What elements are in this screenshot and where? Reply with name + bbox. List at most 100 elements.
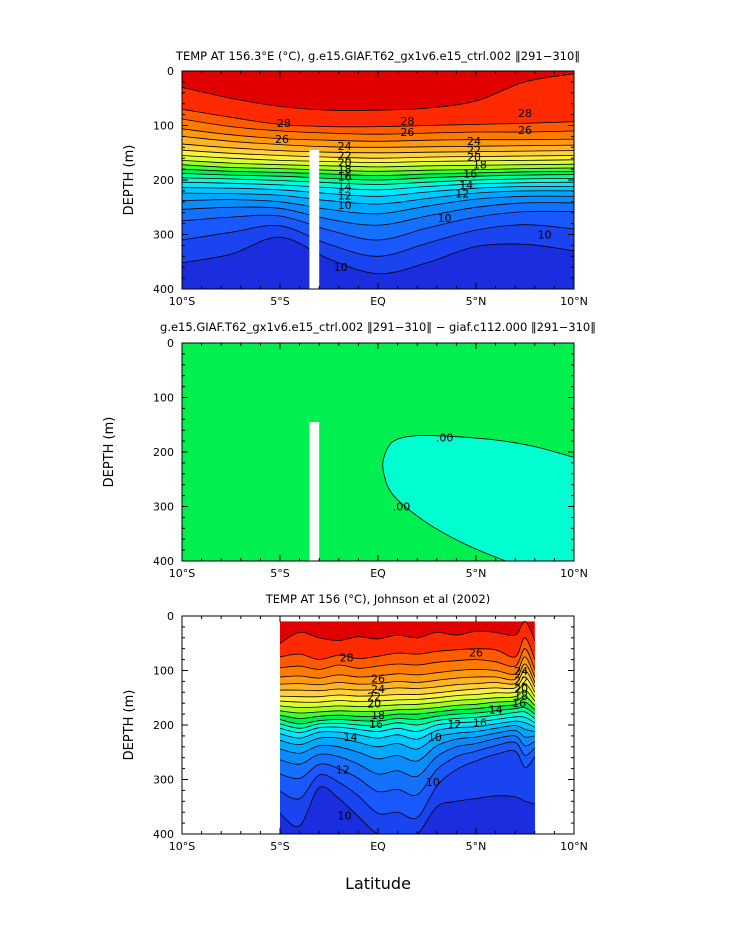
- temperature-band: [182, 237, 574, 289]
- y-tick-label: 300: [153, 501, 174, 514]
- isotherm-line: [182, 168, 574, 177]
- panel-temperature-difference: g.e15.GIAF.T62_gx1v6.e15_ctrl.002 ‖291−3…: [102, 320, 596, 580]
- zero-contour-line: [382, 434, 574, 561]
- panel-model-temperature: TEMP AT 156.3°E (°C), g.e15.GIAF.T62_gx1…: [122, 49, 588, 308]
- contour-label: 10: [426, 776, 440, 789]
- contour-label: 14: [459, 179, 473, 192]
- x-tick-label: 10°S: [169, 840, 195, 853]
- y-tick-label: 300: [153, 229, 174, 242]
- contour-label: 26: [400, 126, 414, 139]
- isotherm-line: [182, 164, 574, 172]
- y-tick-label: 100: [153, 392, 174, 405]
- isotherm-line: [182, 149, 574, 159]
- contour-label: 18: [514, 690, 528, 703]
- isotherm-line: [182, 177, 574, 185]
- y-tick-label: 200: [153, 446, 174, 459]
- isotherm-line: [182, 108, 574, 128]
- contour-label: 26: [275, 133, 289, 146]
- land-mask: [309, 150, 320, 289]
- contour-label: 26: [518, 124, 532, 137]
- isotherm-line: [182, 210, 574, 241]
- land-mask-bar: [309, 422, 320, 561]
- contour-label: 14: [338, 181, 352, 194]
- isotherm-line: [280, 711, 536, 729]
- contour-label: .00: [393, 501, 411, 514]
- contour-label: 16: [473, 716, 487, 729]
- isotherm-line: [280, 621, 536, 644]
- x-tick-label: 5°N: [466, 567, 487, 580]
- contour-label: 10: [438, 212, 452, 225]
- contour-labels: .00 .00: [393, 431, 454, 513]
- temperature-band: [280, 786, 535, 834]
- contour-label: 18: [338, 163, 352, 176]
- y-axis-label: DEPTH (m): [102, 417, 117, 488]
- contour-label: 14: [344, 731, 358, 744]
- y-tick-label: 300: [153, 774, 174, 787]
- contour-label: 22: [467, 144, 481, 157]
- contour-label: 10: [538, 229, 552, 242]
- contour-label: 10: [338, 809, 352, 822]
- isotherm-lines: [182, 73, 574, 275]
- contour-label: 22: [338, 149, 352, 162]
- isotherm-line: [182, 224, 574, 257]
- isotherm-line: [182, 73, 574, 112]
- isotherm-line: [280, 741, 536, 796]
- x-tick-label: 10°N: [560, 840, 588, 853]
- isotherm-line: [182, 173, 574, 181]
- contour-label: 28: [400, 115, 414, 128]
- x-tick-label: EQ: [370, 295, 386, 308]
- contour-label: 16: [463, 167, 477, 180]
- contour-label: 28: [277, 117, 291, 130]
- contour-labels: 2826242220181614121028262826242220181614…: [275, 107, 552, 274]
- contour-label: 16: [369, 718, 383, 731]
- contour-label: 14: [489, 704, 503, 717]
- isotherm-line: [280, 676, 536, 698]
- axes: 10°S 5°S EQ 5°N 10°N 0 100 200 300 400: [153, 65, 588, 308]
- y-tick-label: 0: [167, 610, 174, 623]
- isotherm-line: [182, 155, 574, 164]
- panel-title: TEMP AT 156 (°C), Johnson et al (2002): [265, 592, 490, 606]
- contour-label: 12: [338, 189, 352, 202]
- land-mask-bar: [309, 150, 320, 289]
- contour-labels: 28 26262424222220201818161614141212101016…: [336, 647, 528, 823]
- contour-label: 24: [467, 135, 481, 148]
- y-tick-label: 400: [153, 283, 174, 296]
- y-tick-label: 0: [167, 65, 174, 78]
- x-tick-label: 10°N: [560, 295, 588, 308]
- x-tick-label: EQ: [370, 567, 386, 580]
- contour-label: 12: [447, 718, 461, 731]
- x-tick-label: 10°N: [560, 567, 588, 580]
- isotherm-lines: [280, 621, 536, 834]
- y-tick-label: 200: [153, 719, 174, 732]
- panel-observed-temperature: TEMP AT 156 (°C), Johnson et al (2002) 2…: [122, 592, 588, 853]
- y-tick-label: 100: [153, 665, 174, 678]
- contour-label: 24: [514, 665, 528, 678]
- isotherm-line: [182, 236, 574, 275]
- isotherm-line: [182, 136, 574, 148]
- isotherm-line: [182, 202, 574, 226]
- contour-label: 12: [336, 764, 350, 777]
- contour-label: 22: [367, 691, 381, 704]
- contour-label: 24: [371, 683, 385, 696]
- isotherm-line: [182, 143, 574, 154]
- contour-label: 20: [367, 698, 381, 711]
- y-axis-label: DEPTH (m): [122, 145, 137, 216]
- x-tick-label: 5°S: [270, 840, 289, 853]
- x-tick-label: 5°S: [270, 567, 289, 580]
- contour-label: 26: [371, 673, 385, 686]
- y-tick-label: 400: [153, 828, 174, 841]
- isotherm-line: [280, 706, 536, 725]
- contour-label: 16: [512, 697, 526, 710]
- x-tick-label: 10°S: [169, 295, 195, 308]
- contour-label: 10: [334, 261, 348, 274]
- isotherm-line: [182, 118, 574, 135]
- panel-title: TEMP AT 156.3°E (°C), g.e15.GIAF.T62_gx1…: [175, 49, 580, 63]
- contour-label: 18: [371, 709, 385, 722]
- contour-label: 10: [428, 731, 442, 744]
- isotherm-line: [280, 701, 536, 719]
- isotherm-line: [280, 656, 536, 679]
- isotherm-line: [280, 735, 535, 778]
- land-mask: [309, 422, 320, 561]
- axes: 10°S 5°S EQ 5°N 10°N 0 100 200 300 400: [153, 337, 588, 580]
